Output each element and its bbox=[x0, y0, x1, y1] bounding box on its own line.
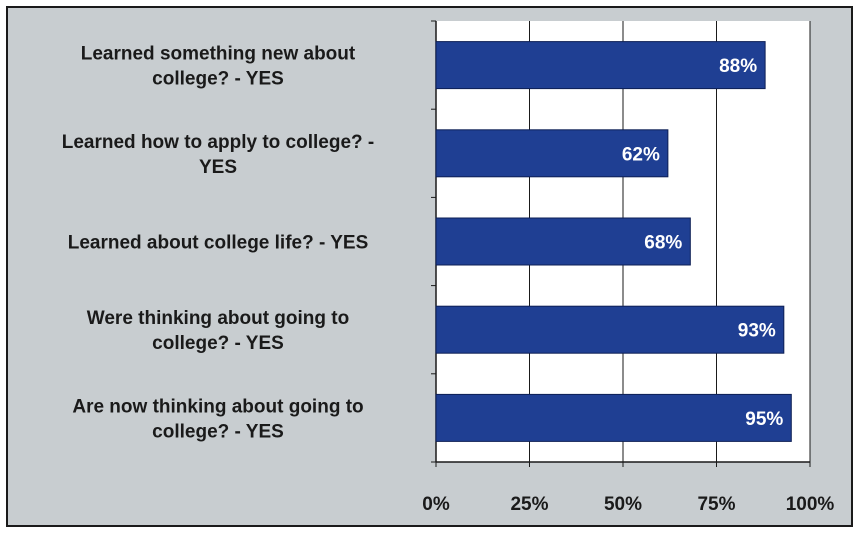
category-label-line: Are now thinking about going to bbox=[72, 396, 363, 417]
bars: 88% 62% 68% 93% 95% bbox=[435, 41, 792, 442]
bar bbox=[435, 393, 792, 442]
x-tick-label: 50% bbox=[604, 494, 642, 515]
category-label-line: college? - YES bbox=[152, 69, 284, 90]
bar bbox=[435, 41, 766, 90]
category-label: Were thinking about going to college? - Y… bbox=[87, 308, 349, 354]
x-tick-label: 25% bbox=[510, 494, 548, 515]
bar-value-label: 93% bbox=[738, 321, 776, 342]
bar bbox=[435, 217, 691, 266]
category-label-line: Learned about college life? - YES bbox=[68, 233, 369, 254]
bar-value-label: 62% bbox=[622, 144, 660, 165]
bar-value-label: 95% bbox=[745, 409, 783, 430]
category-label-line: Learned something new about bbox=[81, 44, 356, 65]
bar-value-label: 68% bbox=[644, 233, 682, 254]
x-tick-label: 100% bbox=[786, 494, 835, 515]
category-label-line: YES bbox=[199, 157, 237, 178]
bar bbox=[435, 305, 785, 354]
category-label-line: Were thinking about going to bbox=[87, 308, 349, 329]
category-label: Learned how to apply to college? - YES bbox=[62, 132, 374, 178]
category-label: Learned something new about college? - YE… bbox=[81, 44, 356, 90]
x-tick-labels: 0% 25% 50% 75% 100% bbox=[422, 494, 834, 515]
category-label-line: Learned how to apply to college? - bbox=[62, 132, 374, 153]
x-tick-label: 0% bbox=[422, 494, 450, 515]
category-label: Are now thinking about going to college? … bbox=[72, 396, 363, 442]
category-labels: Learned something new about college? - YE… bbox=[62, 44, 374, 443]
bar bbox=[435, 129, 669, 178]
bar-chart: 88% 62% 68% 93% 95% Learned something new ab… bbox=[8, 8, 851, 525]
bar-value-label: 88% bbox=[719, 56, 757, 77]
chart-frame: 88% 62% 68% 93% 95% Learned something new ab… bbox=[6, 6, 853, 527]
category-label-line: college? - YES bbox=[152, 421, 284, 442]
x-tick-label: 75% bbox=[697, 494, 735, 515]
category-label: Learned about college life? - YES bbox=[68, 233, 369, 254]
category-label-line: college? - YES bbox=[152, 333, 284, 354]
